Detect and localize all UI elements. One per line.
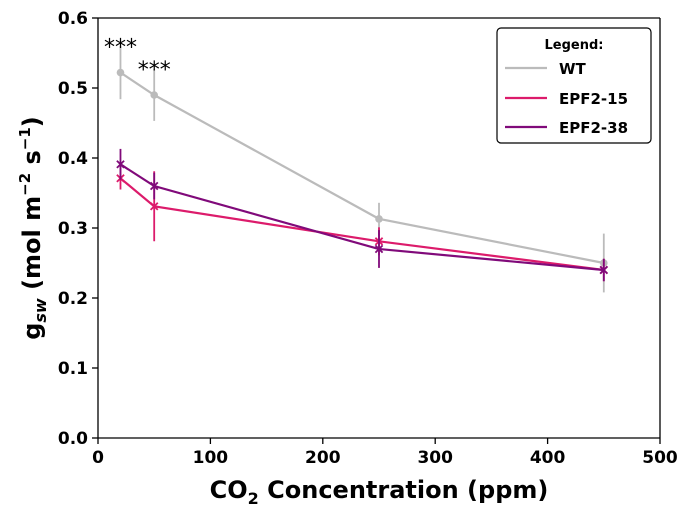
y-tick-label: 0.6 [58,9,88,29]
data-point [599,265,609,275]
data-point [149,181,159,191]
y-tick-label: 0.5 [58,79,88,99]
series-line [119,71,605,265]
x-tick-label: 400 [530,448,566,468]
x-tick-label: 500 [642,448,678,468]
legend-title: Legend: [545,38,604,53]
legend-entry-epf2-38: EPF2-38 [505,119,628,137]
significance-annotation: *** [138,58,171,83]
data-point [116,68,125,77]
series-line [119,177,604,272]
y-axis-label: gsw (mol m−2 s−1) [16,116,50,340]
series-epf2-38 [116,148,609,282]
x-axis-label: CO2 Concentration (ppm) [210,476,549,505]
legend: Legend: WT EPF2-15 EPF2-38 [496,27,652,144]
data-point [375,215,383,223]
y-tick-label: 0.3 [58,219,88,239]
legend-label-wt: WT [559,60,587,78]
data-point [374,244,384,254]
annotations: ****** [104,36,171,83]
series [116,46,609,293]
y-tick-label: 0.2 [58,289,88,309]
legend-label-epf2-38: EPF2-38 [559,119,628,137]
legend-entry-epf2-15: EPF2-15 [505,90,628,108]
data-point [149,202,159,211]
x-tick-label: 300 [417,448,453,468]
x-tick-label: 200 [305,448,341,468]
data-point [150,91,158,99]
ticks: 0 100 200 300 400 500 0.0 0.1 0.2 0.3 0.4 0.5 0.6 [58,9,678,468]
legend-box [496,27,652,144]
x-tick-label: 0 [92,448,104,468]
series-line [119,163,604,272]
significance-annotation: *** [104,36,137,61]
data-point [116,160,125,169]
y-tick-label: 0.0 [58,429,88,449]
legend-label-epf2-15: EPF2-15 [559,90,628,108]
legend-entry-wt: WT [505,60,587,78]
y-tick-label: 0.4 [58,149,88,169]
x-tick-label: 100 [193,448,229,468]
y-tick-label: 0.1 [58,359,88,379]
